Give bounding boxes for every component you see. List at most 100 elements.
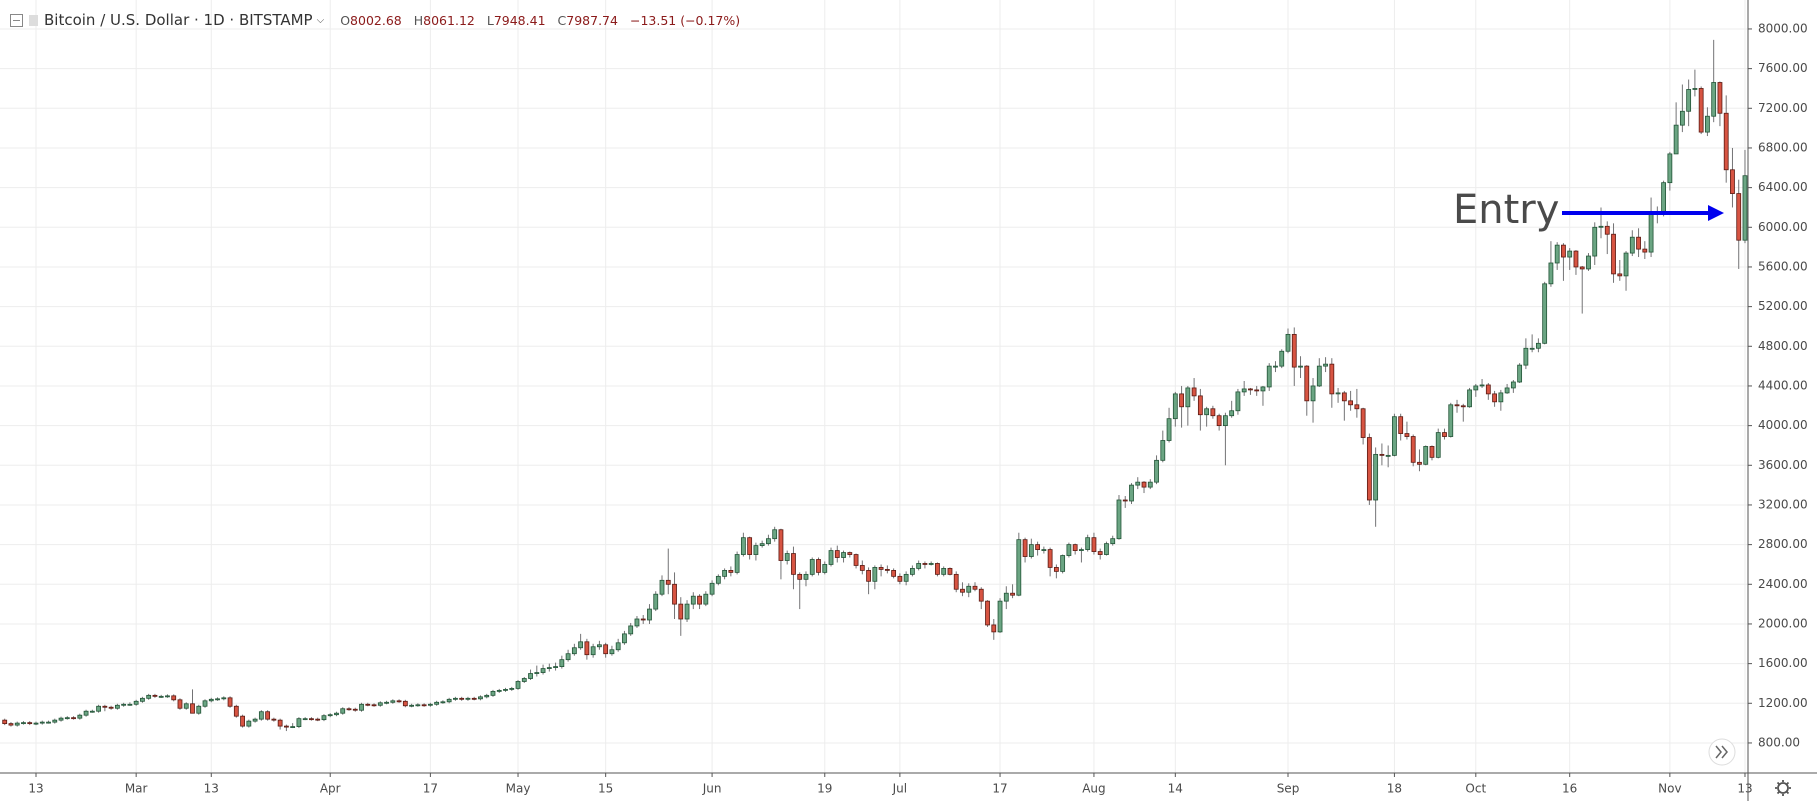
candle-body: [471, 697, 477, 700]
candle: [703, 591, 709, 607]
candle: [434, 700, 440, 706]
candle-body: [1711, 82, 1717, 117]
candle-body: [1636, 236, 1641, 250]
candle-body: [891, 570, 897, 577]
candle-body: [603, 644, 609, 655]
candle: [427, 702, 433, 707]
candle: [52, 718, 58, 724]
candle-body: [1648, 212, 1654, 253]
candle-body: [415, 704, 421, 707]
candle-body: [327, 714, 333, 717]
candle-body: [1435, 432, 1441, 458]
candle-body: [1010, 592, 1015, 596]
candle-body: [709, 582, 715, 595]
annotation: Entry: [1453, 187, 1724, 233]
candle-body: [609, 649, 615, 655]
y-tick-label: 1600.00: [1758, 656, 1808, 670]
candle-body: [872, 567, 878, 582]
candle-body: [703, 593, 709, 605]
candle: [960, 582, 965, 597]
settings-icon-teeth[interactable]: [1775, 780, 1791, 796]
symbol-menu-chevron[interactable]: ⌵: [316, 14, 325, 26]
symbol-title[interactable]: Bitcoin / U.S. Dollar · 1D · BITSTAMP: [44, 11, 313, 29]
candle-body: [1254, 389, 1260, 392]
candle: [1003, 586, 1009, 610]
candle: [1686, 79, 1692, 127]
candle-body: [1260, 386, 1266, 392]
collapse-icon[interactable]: [10, 13, 23, 27]
candle-body: [571, 647, 577, 655]
symbol-header: Bitcoin / U.S. Dollar · 1D · BITSTAMP ⌵ …: [10, 10, 740, 30]
candle-body: [1285, 333, 1291, 352]
candle: [1179, 385, 1184, 428]
settings-icon[interactable]: [1777, 782, 1789, 794]
candle: [140, 696, 145, 703]
candle-body: [697, 595, 702, 605]
candle-body: [1354, 404, 1360, 410]
candle-body: [1047, 549, 1053, 568]
candle: [1229, 400, 1235, 418]
candle: [1223, 412, 1228, 466]
candle: [697, 594, 702, 610]
candle: [340, 707, 346, 715]
candle-body: [127, 703, 133, 706]
candle: [665, 548, 671, 595]
scroll-button-circle[interactable]: [1708, 738, 1736, 766]
candle: [578, 633, 584, 650]
y-tick-label: 800.00: [1758, 735, 1800, 749]
candle-body: [89, 710, 95, 713]
candle: [158, 694, 164, 698]
scroll-button[interactable]: [1708, 738, 1736, 766]
candle: [866, 567, 871, 595]
candle: [678, 597, 684, 636]
ohlc-value: 8002.68: [350, 12, 402, 28]
candle-body: [1135, 481, 1141, 486]
settings-button[interactable]: [1775, 780, 1791, 796]
candle-body: [816, 559, 821, 573]
candle: [165, 694, 170, 698]
candle-body: [528, 673, 533, 679]
candle: [1260, 385, 1266, 406]
candle: [183, 702, 189, 710]
candle: [1166, 407, 1172, 443]
candle-body: [277, 719, 283, 727]
candle-body: [1573, 250, 1579, 268]
candle: [1542, 281, 1548, 345]
candle: [1279, 349, 1285, 369]
candle-body: [1210, 408, 1216, 417]
candle-body: [340, 708, 346, 714]
candles: [2, 39, 1748, 732]
candle: [772, 526, 778, 542]
candle-body: [440, 701, 446, 704]
candle: [453, 696, 458, 701]
candle-body: [597, 644, 602, 648]
candle-body: [1617, 273, 1623, 277]
candle-body: [966, 585, 972, 593]
candle: [910, 565, 915, 577]
candle: [1454, 399, 1460, 413]
candle-body: [1141, 481, 1147, 488]
candle-body: [1041, 549, 1047, 551]
candle-body: [1110, 538, 1116, 545]
candle-body: [997, 600, 1003, 633]
scroll-button-icon[interactable]: [1715, 745, 1728, 759]
candle: [859, 560, 865, 575]
candle-body: [1104, 543, 1109, 555]
candle-body: [1016, 539, 1022, 596]
candle: [77, 713, 83, 720]
candle-body: [916, 563, 922, 569]
candle-body: [46, 721, 51, 724]
candle-body: [1335, 392, 1341, 395]
candle: [127, 702, 133, 706]
candle-body: [897, 575, 903, 582]
candle-body: [1360, 408, 1366, 438]
candle: [503, 687, 508, 692]
candle: [315, 717, 321, 722]
candle: [1122, 496, 1128, 508]
candle-body: [146, 694, 152, 699]
candle-body: [77, 714, 83, 719]
candle: [571, 643, 577, 656]
candle-body: [1542, 283, 1548, 344]
candle-body: [546, 667, 552, 669]
